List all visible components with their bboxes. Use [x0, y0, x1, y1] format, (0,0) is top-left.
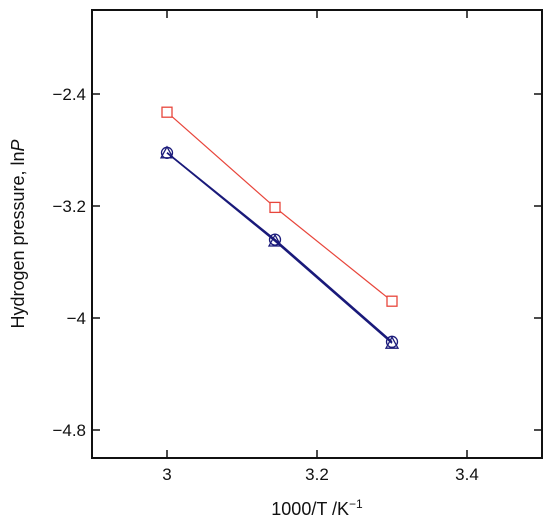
y-ticks: −2.4 −3.2 −4 −4.8: [52, 85, 542, 440]
x-axis-title: 1000/T /K−1: [271, 497, 363, 519]
data-point-triangle: [159, 145, 175, 159]
series-triangle: [159, 145, 400, 349]
y-axis-title-italic: P: [8, 139, 28, 151]
x-axis-title-text: 1000/T /K: [271, 499, 349, 519]
data-point-square: [269, 201, 281, 214]
x-tick-label: 3.2: [305, 465, 329, 484]
y-tick-label: −4: [67, 309, 86, 328]
data-point-triangle: [384, 335, 400, 349]
y-axis-title: Hydrogen pressure, lnP: [8, 139, 28, 328]
x-axis-title-superscript: −1: [349, 497, 363, 511]
data-point-square: [386, 295, 398, 307]
x-tick-label: 3.4: [455, 465, 479, 484]
plot-frame: [91, 9, 543, 459]
data-point-triangle: [267, 233, 283, 247]
series-layer: [159, 106, 400, 349]
series-square: [161, 106, 398, 307]
x-ticks: 3 3.2 3.4: [162, 10, 479, 484]
data-point-square: [161, 106, 173, 118]
x-tick-label: 3: [162, 465, 171, 484]
y-tick-label: −4.8: [52, 421, 86, 440]
y-axis-title-text: Hydrogen pressure, ln: [8, 151, 28, 328]
y-tick-label: −2.4: [52, 85, 86, 104]
y-tick-label: −3.2: [52, 197, 86, 216]
series-line-triangle: [166, 152, 393, 344]
